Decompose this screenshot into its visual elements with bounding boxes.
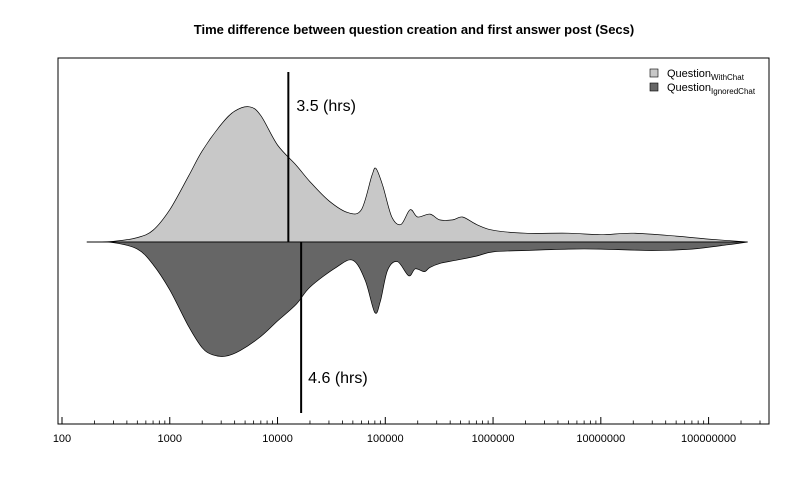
x-tick-label: 100: [53, 433, 71, 445]
density-area-ignoredchat: [86, 241, 748, 357]
legend-label: QuestionWithChat: [667, 68, 745, 82]
x-tick-label: 100000: [367, 433, 404, 445]
x-tick-label: 10000: [262, 433, 293, 445]
x-tick-label: 1000: [158, 433, 182, 445]
x-axis: 100 1000 10000 100000 1000000 10000000 1000000…: [53, 417, 761, 445]
chart-title: Time difference between question creatio…: [193, 22, 635, 37]
legend-label: QuestionIgnoredChat: [667, 82, 756, 96]
legend-swatch: [649, 82, 659, 92]
plot-frame: [57, 57, 770, 425]
x-tick-label: 10000000: [576, 433, 625, 445]
density-area-withchat: [86, 106, 748, 243]
median-lines: 3.5 (hrs) 4.6 (hrs): [287, 72, 368, 413]
x-tick-label: 1000000: [472, 433, 515, 445]
x-tick-label: 100000000: [681, 433, 736, 445]
median-label-ignoredchat: 4.6 (hrs): [308, 370, 368, 387]
density-areas: [86, 106, 748, 357]
legend-swatch: [649, 68, 659, 78]
median-label-withchat: 3.5 (hrs): [296, 98, 356, 115]
